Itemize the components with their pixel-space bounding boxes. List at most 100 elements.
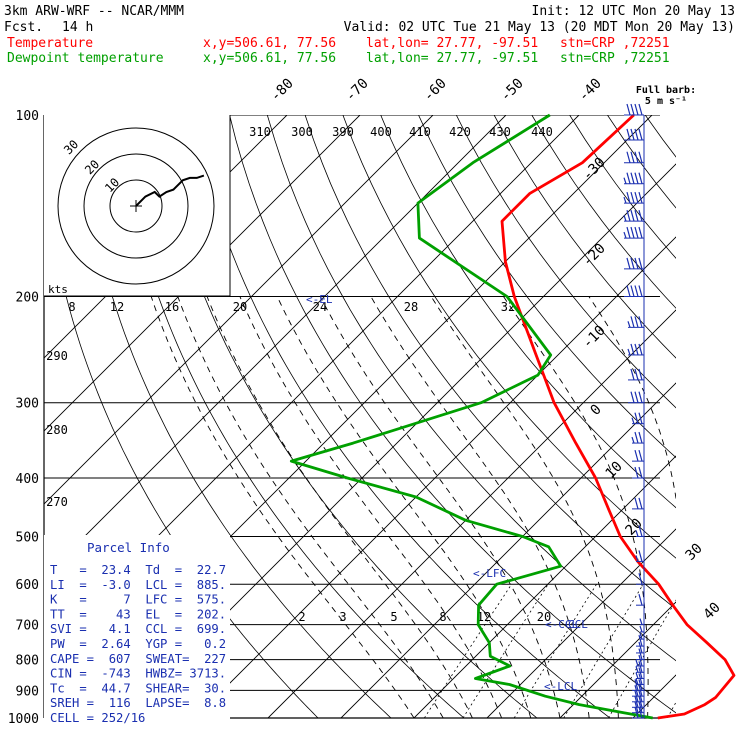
parcel-info-line: CAPE = 607 SWEAT= 227 xyxy=(50,652,226,666)
isotherm-line xyxy=(195,115,740,718)
dry-adiabat xyxy=(607,115,740,718)
pressure-tick-label: 900 xyxy=(16,684,39,699)
wind-barb xyxy=(632,413,644,424)
parcel-info-line: TT = 43 EL = 202. xyxy=(50,607,226,621)
isotherm-label: 0 xyxy=(588,402,605,419)
barb-flag xyxy=(635,392,638,403)
mixing-ratio-line xyxy=(564,584,644,718)
barb-flag xyxy=(635,152,638,163)
pressure-tick-label: 200 xyxy=(16,291,39,306)
wind-barb xyxy=(628,369,644,380)
wind-barb xyxy=(640,626,644,632)
pressure-tick-label: 300 xyxy=(16,397,39,412)
wind-barb xyxy=(628,344,644,355)
barb-flag xyxy=(627,286,630,297)
wind-barb xyxy=(636,594,644,605)
wind-barb xyxy=(640,619,644,625)
legend-temperature-station: stn=CRP ,72251 xyxy=(560,36,670,51)
moist-adiabat xyxy=(207,297,472,719)
valid-time: Valid: 02 UTC Tue 21 May 13 (20 MDT Mon … xyxy=(344,20,735,35)
barb-flag xyxy=(639,104,642,115)
isotherm-label: 20 xyxy=(623,516,646,539)
pressure-tick-label: 1000 xyxy=(8,712,39,727)
init-time: Init: 12 UTC Mon 20 May 13 xyxy=(532,4,736,19)
barb-half-flag xyxy=(628,321,630,327)
barb-flag xyxy=(639,369,642,380)
theta-label: 440 xyxy=(531,125,553,139)
barb-flag xyxy=(627,173,630,184)
barb-half-flag xyxy=(632,437,634,443)
barb-flag xyxy=(631,316,634,327)
barb-half-flag xyxy=(636,673,638,679)
isotherm-label: -60 xyxy=(421,76,450,105)
theta-label: 280 xyxy=(46,423,68,437)
pressure-tick-label: 400 xyxy=(16,472,39,487)
isotherm-label: -40 xyxy=(576,76,605,105)
wind-barb xyxy=(632,432,644,443)
mixing-ratio-label: 5 xyxy=(390,610,397,624)
barb-flag xyxy=(631,210,634,221)
theta-label: 410 xyxy=(409,125,431,139)
barb-flag xyxy=(639,192,642,203)
level-marker: <-LCL xyxy=(544,680,577,693)
isotherm-label: 40 xyxy=(701,600,724,623)
isotherm-label: -50 xyxy=(498,76,527,105)
parcel-info-line: LI = -3.0 LCL = 885. xyxy=(50,578,226,592)
wind-barb xyxy=(628,392,644,403)
parcel-info-line: PW = 2.64 YGP = 0.2 xyxy=(50,637,226,651)
pressure-tick-label: 600 xyxy=(16,578,39,593)
legend-temperature-xy: x,y=506.61, 77.56 xyxy=(203,36,336,51)
barb-half-flag xyxy=(624,232,626,238)
moist-adiabat xyxy=(589,297,683,719)
forecast-label: Fcst. xyxy=(4,20,43,35)
level-marker: <-LFC xyxy=(473,567,506,580)
barb-flag xyxy=(639,173,642,184)
barb-flag xyxy=(631,192,634,203)
barb-flag xyxy=(635,192,638,203)
wind-barb xyxy=(624,210,644,221)
moist-adiabat xyxy=(431,297,618,719)
barb-flag xyxy=(639,286,642,297)
wind-barb xyxy=(624,192,644,203)
wind-barb xyxy=(632,467,644,478)
barb-flag xyxy=(639,227,642,238)
mixing-ratio-line xyxy=(424,584,511,718)
barb-flag xyxy=(627,258,630,269)
barb-half-flag xyxy=(640,626,642,632)
barb-flag xyxy=(639,129,642,140)
wind-barb xyxy=(624,286,644,297)
isotherm-line xyxy=(706,115,740,718)
mixing-ratio-label: 20 xyxy=(233,300,247,314)
mixing-ratio-line xyxy=(463,584,548,718)
legend-temperature-latlon: lat,lon= 27.77, -97.51 xyxy=(366,36,538,51)
theta-label: 390 xyxy=(332,125,354,139)
barb-flag xyxy=(631,286,634,297)
barb-flag xyxy=(639,432,642,443)
parcel-info-line: CELL = 252/16 xyxy=(50,711,145,725)
forecast-hour: 14 h xyxy=(62,20,93,35)
barb-flag xyxy=(635,498,638,509)
profile-series xyxy=(291,115,734,718)
barb-half-flag xyxy=(624,197,626,203)
isotherm-label: -80 xyxy=(268,76,297,105)
moist-adiabat xyxy=(735,297,740,719)
mixing-ratio-label: 32 xyxy=(501,300,515,314)
dry-adiabat xyxy=(343,115,740,718)
pressure-tick-label: 100 xyxy=(16,109,39,124)
dry-adiabat xyxy=(645,115,740,718)
barb-flag xyxy=(635,104,638,115)
barb-flag xyxy=(635,450,638,461)
barb-flag xyxy=(639,210,642,221)
barb-flag xyxy=(635,286,638,297)
theta-label: 300 xyxy=(291,125,313,139)
mixing-ratio-label: 8 xyxy=(439,610,446,624)
isotherm-label: -70 xyxy=(343,76,372,105)
isotherm-line xyxy=(341,115,740,718)
wind-barb xyxy=(624,104,644,115)
mixing-ratio-label: 16 xyxy=(165,300,179,314)
barb-flag xyxy=(631,227,634,238)
mixing-ratio-label: 8 xyxy=(68,300,75,314)
